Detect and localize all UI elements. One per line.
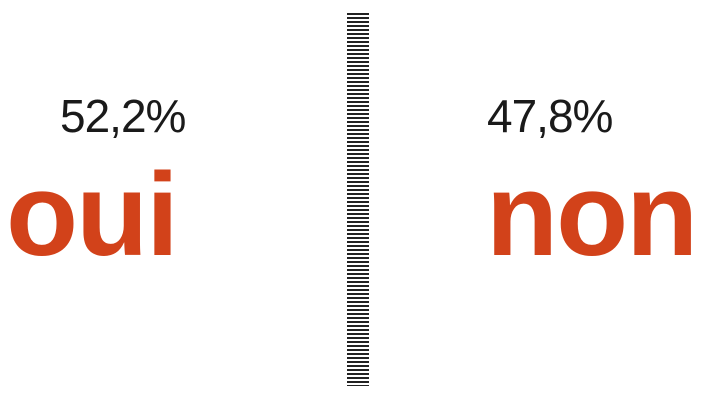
- hatched-divider: [347, 13, 369, 386]
- oui-percentage: 52,2%: [60, 90, 186, 142]
- non-answer-label: non: [486, 149, 698, 281]
- non-percentage: 47,8%: [487, 90, 613, 142]
- oui-answer-label: oui: [6, 149, 179, 281]
